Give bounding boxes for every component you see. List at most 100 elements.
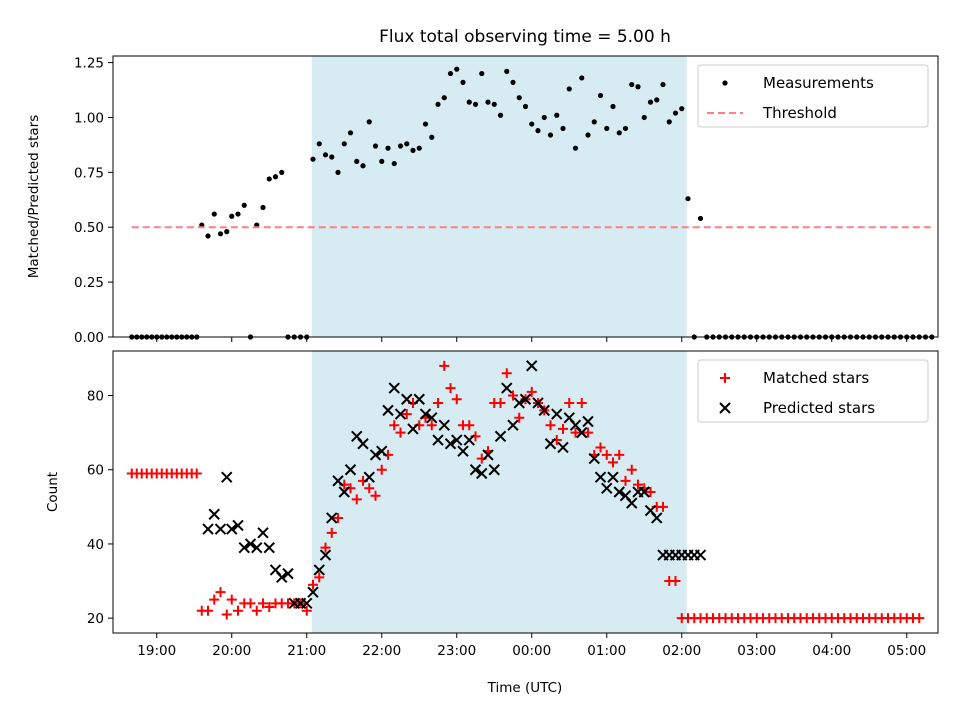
matched-star-point xyxy=(209,594,220,605)
predicted-star-point xyxy=(719,402,731,414)
measurement-point xyxy=(554,112,560,118)
measurement-point xyxy=(672,110,679,116)
predicted-star-point xyxy=(376,445,388,457)
x-tick-label: 02:00 xyxy=(662,643,701,659)
matched-star-point xyxy=(720,373,730,383)
y-tick-label: 80 xyxy=(87,389,104,405)
measurement-point xyxy=(560,125,566,132)
matched-star-point xyxy=(301,605,312,616)
y-tick-label: 0.75 xyxy=(74,165,104,181)
legend-box xyxy=(697,359,929,423)
matched-star-point xyxy=(595,442,606,453)
predicted-star-point xyxy=(357,438,369,450)
measurement-point xyxy=(522,103,529,110)
predicted-star-point xyxy=(432,434,444,446)
matched-star-point xyxy=(395,427,406,438)
matched-star-point xyxy=(645,487,656,497)
y-tick-label: 40 xyxy=(87,537,104,553)
matched-star-point xyxy=(251,605,262,616)
predicted-star-point xyxy=(576,426,588,439)
x-tick-label: 00:00 xyxy=(512,643,551,659)
matched-star-point xyxy=(191,468,202,479)
x-tick-label: 01:00 xyxy=(587,643,626,659)
measurement-point xyxy=(529,121,535,127)
y-tick-label: 1.25 xyxy=(74,56,104,72)
measurement-point xyxy=(422,121,429,127)
measurement-point xyxy=(485,99,491,105)
predicted-star-point xyxy=(601,482,613,494)
matched-star-point xyxy=(445,383,456,394)
predicted-star-point xyxy=(469,464,482,476)
predicted-star-point xyxy=(388,382,400,394)
matched-star-point xyxy=(351,494,362,505)
measurement-point xyxy=(579,75,585,81)
matched-star-point xyxy=(221,609,232,620)
measurement-point xyxy=(272,174,279,180)
measurement-point xyxy=(429,134,435,140)
predicted-star-point xyxy=(538,404,550,417)
measurement-point xyxy=(347,130,354,136)
matched-star-point xyxy=(401,409,412,420)
panel-top: 0.00 0.25 0.50 0.75 1.00 1.25 Matched/Predicte… xyxy=(26,55,939,346)
legend-label: Predicted stars xyxy=(763,399,875,417)
predicted-star-point xyxy=(332,475,344,487)
predicted-star-point xyxy=(694,549,707,561)
predicted-star-point xyxy=(444,438,457,450)
measurement-point xyxy=(454,66,460,72)
matched-star-point xyxy=(426,420,437,431)
x-tick-label: 04:00 xyxy=(812,643,851,659)
measurement-point xyxy=(229,213,235,219)
measurement-point xyxy=(235,211,241,217)
predicted-star-point xyxy=(544,438,557,450)
matched-star-point xyxy=(264,602,275,613)
predicted-star-point xyxy=(438,419,450,431)
measurement-point xyxy=(660,81,666,88)
predicted-star-point xyxy=(463,434,475,446)
predicted-star-point xyxy=(413,393,425,405)
measurement-point xyxy=(391,160,397,167)
x-tick-label: 22:00 xyxy=(362,643,401,659)
predicted-star-point xyxy=(276,571,288,584)
predicted-star-point xyxy=(251,541,263,554)
predicted-star-point xyxy=(369,449,382,461)
measurement-point xyxy=(217,231,224,237)
measurement-point xyxy=(316,141,322,147)
matched-star-point xyxy=(320,542,331,553)
series-predicted-stars xyxy=(202,360,707,610)
predicted-star-point xyxy=(526,360,538,372)
measurement-point xyxy=(416,145,422,151)
measurement-point xyxy=(310,156,316,162)
matched-star-point xyxy=(626,464,637,475)
measurement-point xyxy=(279,169,285,175)
measurement-point xyxy=(541,114,547,121)
matched-star-point xyxy=(583,427,593,438)
measurement-point xyxy=(616,130,622,136)
measurement-point xyxy=(335,169,341,175)
observing-window-shade xyxy=(311,56,687,337)
measurement-point xyxy=(510,79,516,85)
chart-title: Flux total observing time = 5.00 h xyxy=(379,27,671,47)
x-tick-label: 21:00 xyxy=(287,643,326,659)
measurement-point xyxy=(224,229,230,235)
measurement-point xyxy=(604,125,610,132)
matched-star-point xyxy=(451,394,462,405)
predicted-star-point xyxy=(301,597,313,610)
matched-star-point xyxy=(526,386,537,397)
predicted-star-point xyxy=(588,452,600,465)
x-tick-label: 23:00 xyxy=(437,643,476,659)
predicted-star-point xyxy=(257,527,269,539)
measurement-point xyxy=(329,154,335,160)
measurement-point xyxy=(410,147,416,153)
predicted-star-point xyxy=(626,497,638,509)
measurement-point xyxy=(497,112,504,118)
x-tick-label: 20:00 xyxy=(212,643,251,659)
predicted-star-point xyxy=(613,486,625,498)
predicted-star-point xyxy=(594,471,607,483)
measurement-point xyxy=(547,132,554,138)
matched-star-point xyxy=(308,579,318,590)
measurement-point xyxy=(654,97,660,103)
matched-star-point xyxy=(326,527,337,538)
predicted-star-point xyxy=(551,408,563,420)
predicted-star-point xyxy=(557,441,569,454)
predicted-star-point xyxy=(407,423,419,435)
